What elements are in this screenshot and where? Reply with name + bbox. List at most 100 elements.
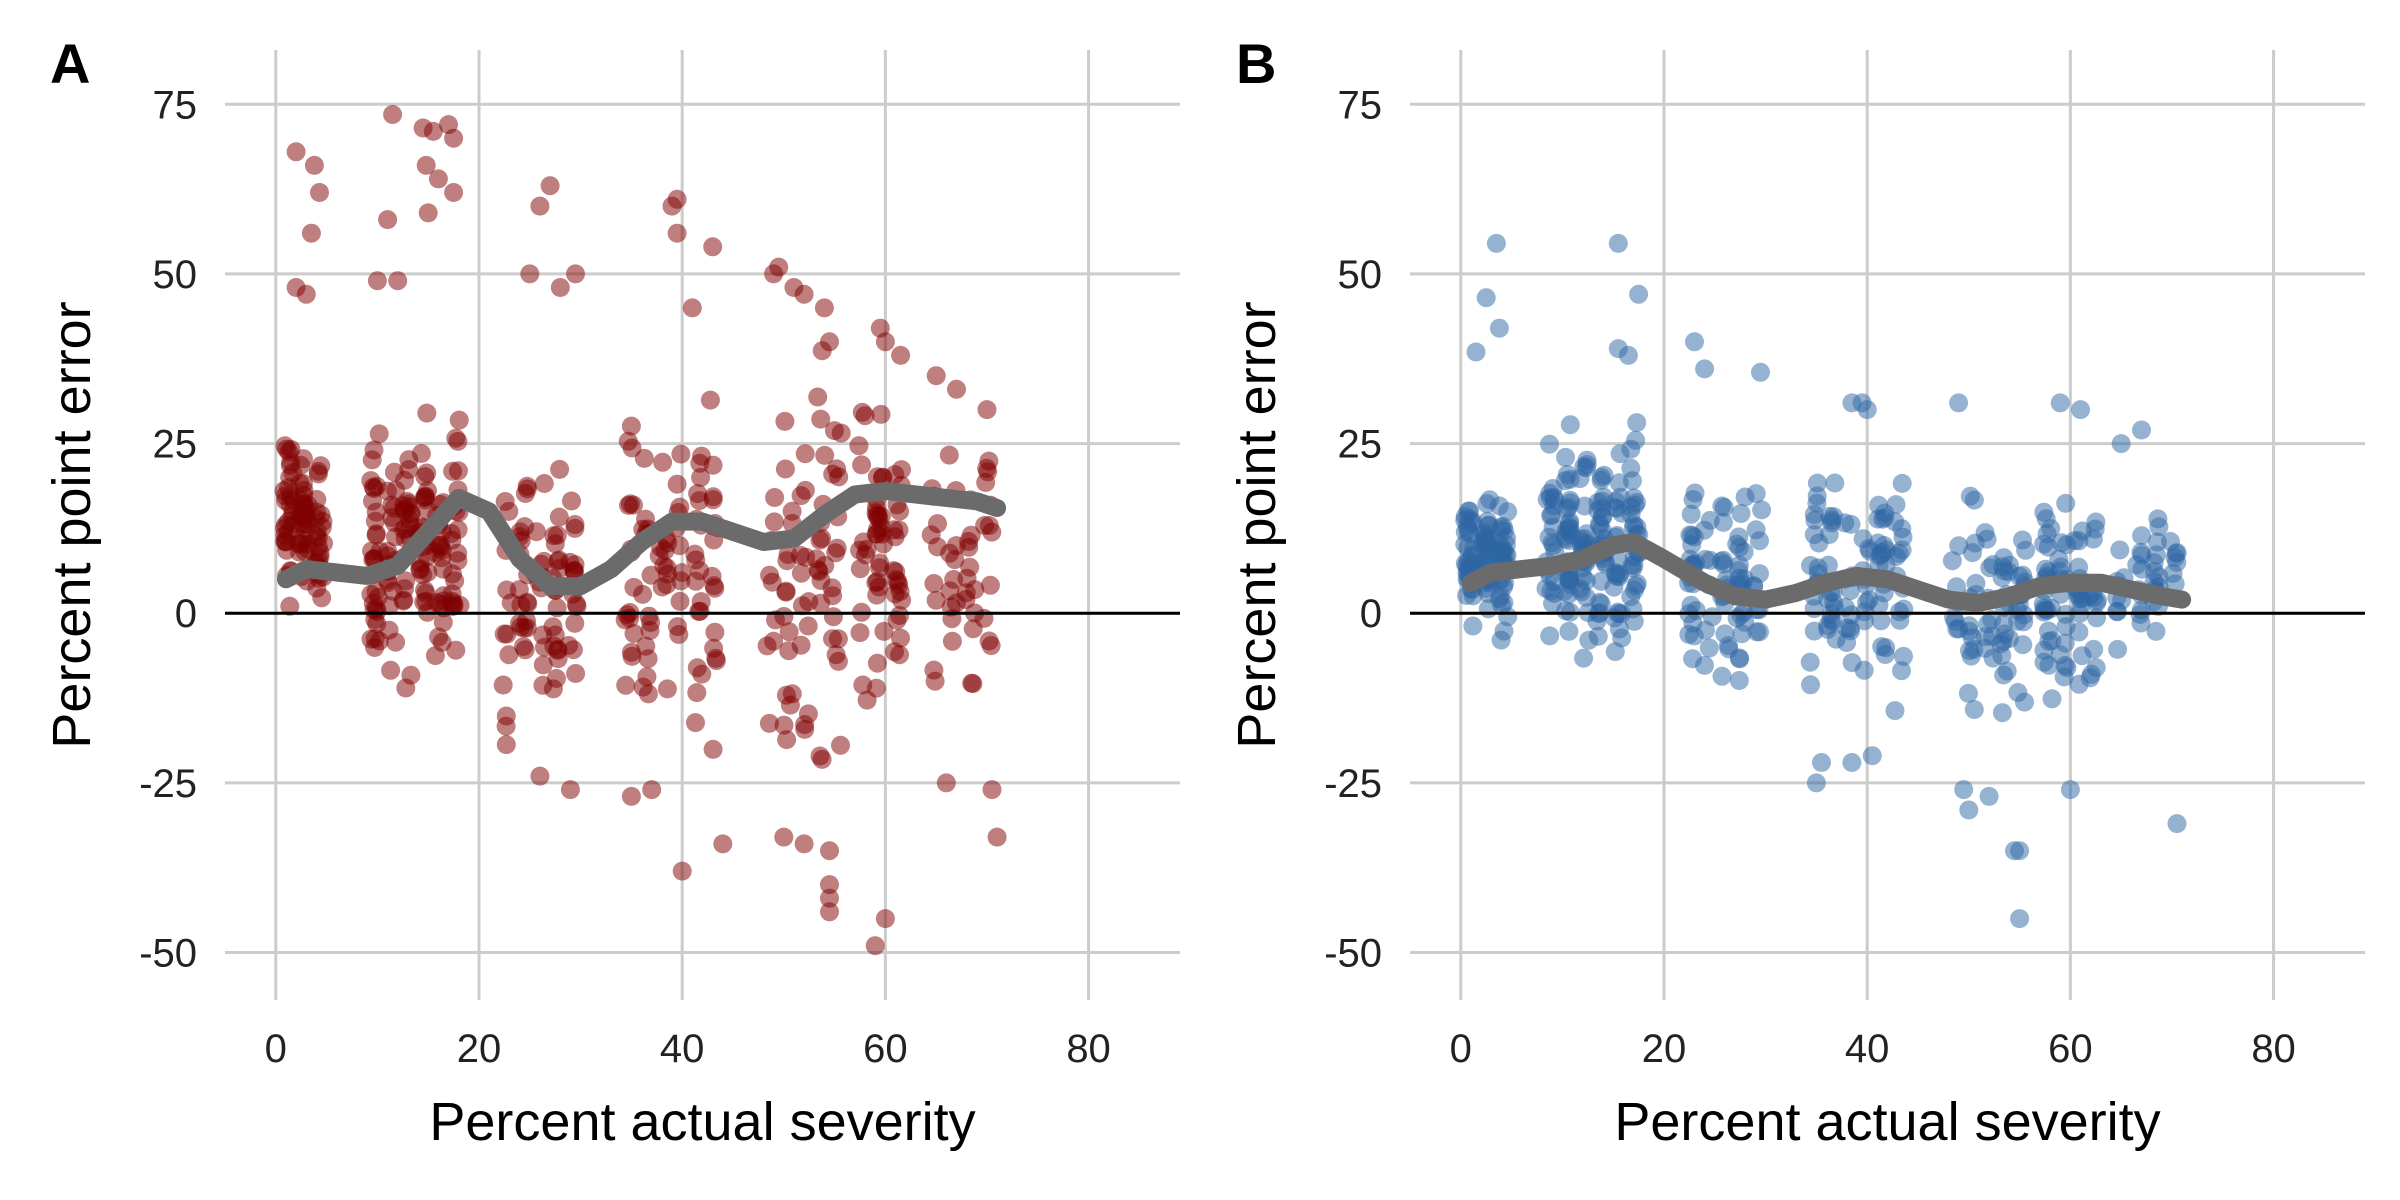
- data-point: [540, 176, 560, 196]
- y-tick-label: 25: [1338, 423, 1383, 467]
- data-point: [388, 271, 408, 291]
- data-point: [672, 563, 692, 583]
- data-point: [1954, 780, 1974, 800]
- data-point: [415, 490, 435, 510]
- data-point: [637, 667, 657, 687]
- data-point: [2131, 542, 2151, 562]
- data-point: [827, 538, 847, 558]
- data-point: [1629, 284, 1649, 304]
- data-point: [286, 142, 306, 162]
- data-point: [417, 403, 437, 423]
- data-point: [2146, 545, 2166, 565]
- data-point: [1809, 533, 1829, 553]
- data-point: [887, 610, 907, 630]
- y-axis-title: Percent point error: [42, 301, 102, 748]
- data-point: [667, 223, 687, 243]
- data-point: [928, 514, 947, 534]
- data-point: [1714, 554, 1734, 574]
- data-point: [2056, 493, 2076, 513]
- data-point: [1695, 359, 1715, 379]
- data-point: [866, 503, 886, 523]
- data-point: [1949, 619, 1969, 639]
- data-point: [688, 484, 708, 504]
- data-point: [1992, 703, 2012, 723]
- data-point: [1869, 495, 1889, 515]
- data-point: [280, 596, 300, 616]
- data-point: [705, 622, 725, 642]
- data-point: [2161, 532, 2180, 551]
- data-point: [624, 624, 644, 643]
- data-point: [1732, 624, 1752, 644]
- data-point: [548, 649, 568, 669]
- data-point: [517, 611, 536, 631]
- x-tick-label: 40: [660, 1027, 705, 1071]
- data-point: [361, 584, 381, 604]
- data-point: [765, 488, 785, 507]
- data-point: [1982, 610, 2002, 629]
- data-point: [1885, 701, 1905, 721]
- data-point: [798, 616, 818, 636]
- data-point: [517, 476, 537, 496]
- data-point: [820, 875, 839, 895]
- data-point: [496, 735, 516, 755]
- data-point: [2008, 611, 2028, 631]
- data-point: [979, 516, 999, 535]
- data-point: [826, 645, 846, 665]
- data-point: [1871, 611, 1891, 631]
- data-point: [2167, 552, 2187, 572]
- x-axis-title: Percent actual severity: [1614, 1092, 2160, 1152]
- data-point: [2148, 509, 2168, 529]
- data-point: [2108, 639, 2128, 659]
- data-point: [1457, 516, 1477, 536]
- data-point: [764, 512, 784, 532]
- data-point: [1460, 501, 1480, 521]
- data-point: [1625, 495, 1645, 515]
- data-point: [1493, 517, 1513, 537]
- data-point: [1977, 529, 1997, 549]
- y-tick-label: 0: [175, 592, 197, 636]
- data-point: [774, 715, 794, 735]
- data-point: [812, 528, 832, 548]
- data-point: [691, 468, 711, 487]
- data-point: [493, 675, 513, 695]
- data-point: [1494, 621, 1514, 641]
- data-point: [1942, 551, 1962, 571]
- data-point: [831, 735, 850, 755]
- data-point: [2039, 631, 2059, 651]
- data-point: [418, 562, 438, 582]
- data-point: [2132, 420, 2151, 440]
- data-point: [885, 527, 905, 547]
- y-axis-title: Percent point error: [1227, 301, 1287, 748]
- data-point: [395, 579, 414, 599]
- data-point: [383, 105, 403, 124]
- data-point: [924, 574, 944, 593]
- y-tick-label: -25: [139, 762, 197, 806]
- data-point: [366, 502, 386, 522]
- data-point: [296, 284, 316, 304]
- data-point: [401, 665, 421, 685]
- data-point: [1825, 473, 1845, 493]
- data-point: [980, 575, 1000, 595]
- data-point: [1997, 661, 2017, 681]
- x-tick-label: 60: [2048, 1027, 2093, 1071]
- data-point: [308, 461, 328, 481]
- data-point: [559, 636, 579, 655]
- data-point: [362, 450, 382, 470]
- data-point: [275, 436, 295, 456]
- x-tick-label: 20: [1642, 1027, 1687, 1071]
- smooth-trend-line: [277, 482, 1007, 596]
- data-point: [692, 664, 712, 684]
- data-point: [1466, 342, 1486, 362]
- data-point: [2085, 519, 2105, 539]
- data-point: [1854, 660, 1874, 680]
- y-tick-label: -25: [1324, 762, 1382, 806]
- y-tick-label: 50: [153, 253, 198, 297]
- data-point: [1700, 510, 1720, 530]
- data-point: [566, 664, 586, 683]
- data-point: [926, 366, 946, 386]
- data-point: [1592, 520, 1612, 540]
- data-point: [1477, 494, 1497, 514]
- data-point: [304, 155, 324, 175]
